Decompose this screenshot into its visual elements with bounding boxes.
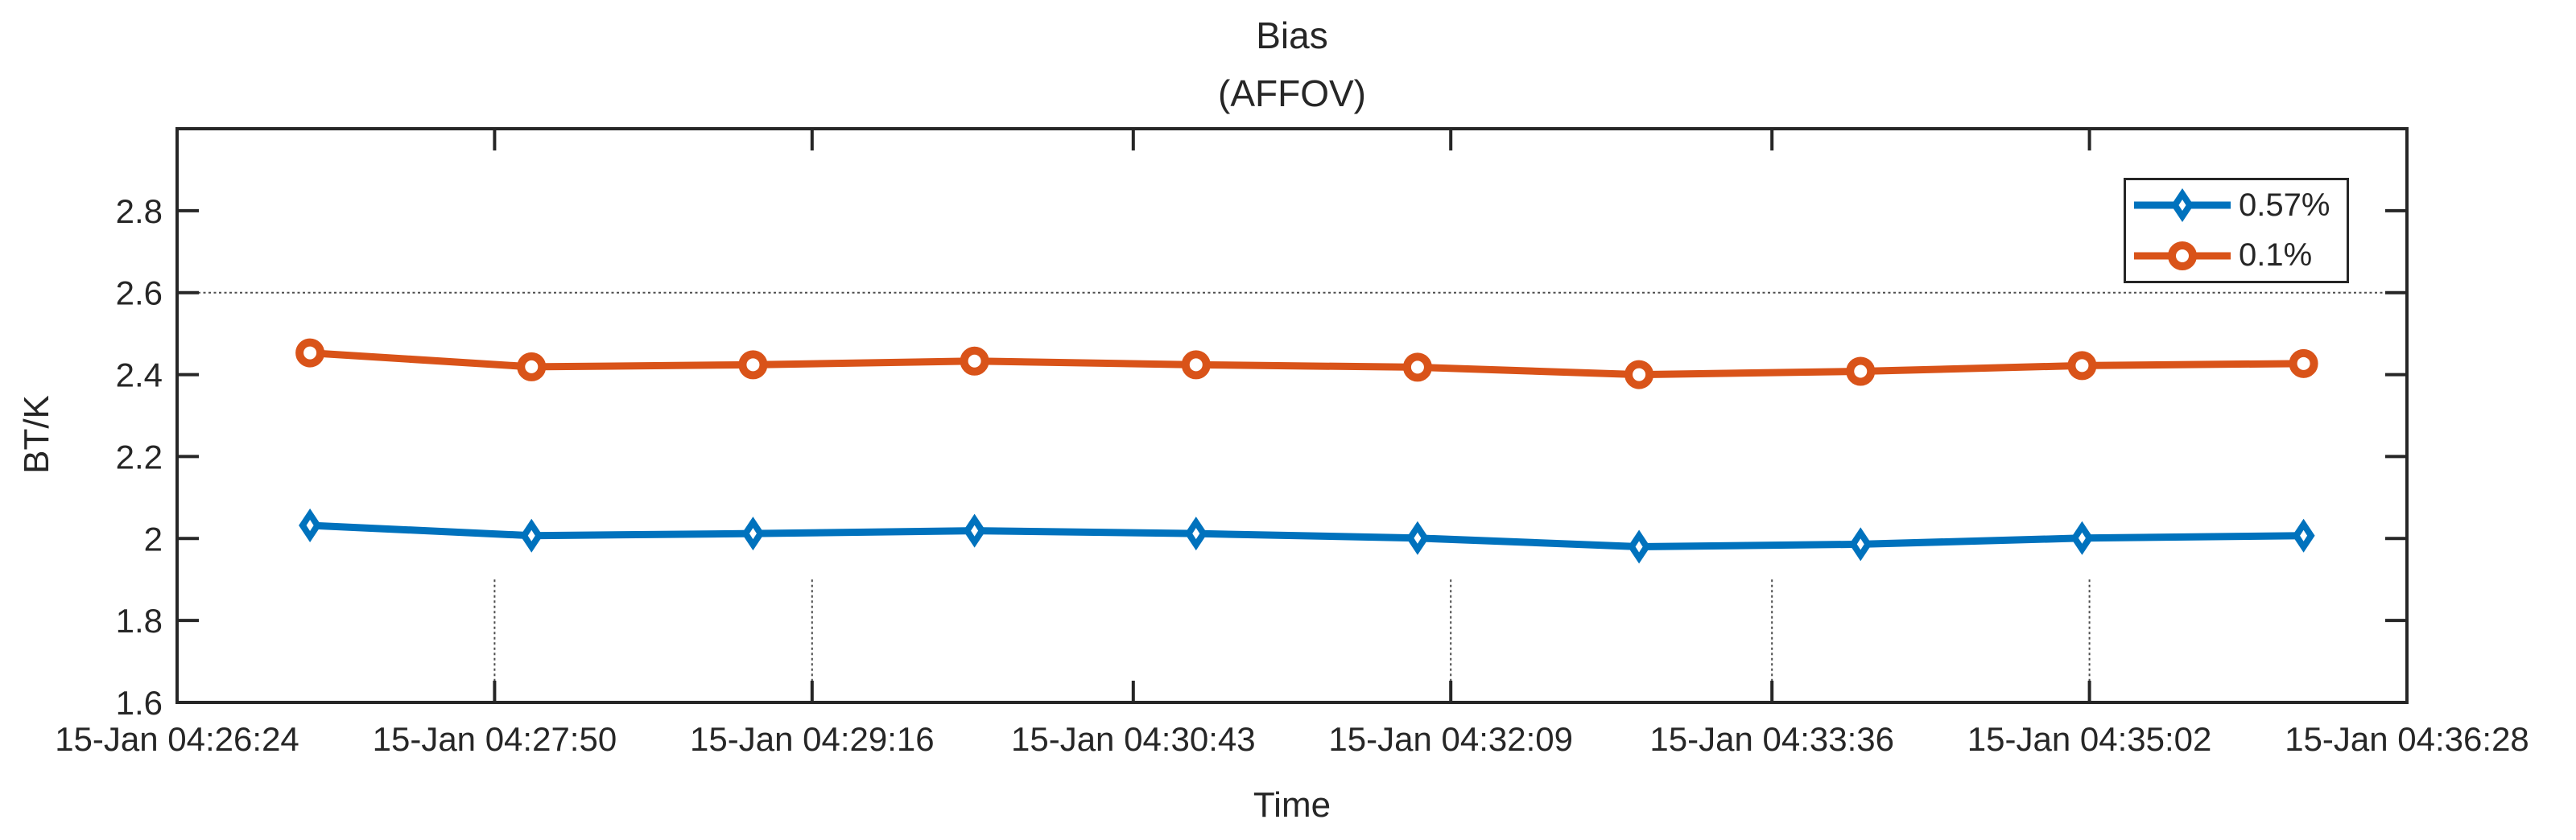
diamond-marker-center <box>2178 200 2186 212</box>
legend-swatch-circle <box>2134 241 2231 270</box>
y-axis-label: BT/K <box>17 395 56 474</box>
legend-swatch-diamond <box>2134 188 2231 223</box>
y-tick-label: 2.2 <box>116 438 163 476</box>
series-line-057 <box>309 521 2304 550</box>
circle-marker <box>517 352 547 381</box>
diamond-marker-center <box>527 529 535 541</box>
diamond-marker-center <box>1856 538 1864 550</box>
x-tick-label: 15-Jan 04:29:16 <box>690 720 935 758</box>
diamond-marker-center <box>1414 532 1422 544</box>
diamond-marker-center <box>1635 541 1643 553</box>
diamond-marker-center <box>1192 528 1200 540</box>
legend-item-01[interactable]: 0.1% <box>2126 231 2347 281</box>
series-line-01 <box>309 349 2304 379</box>
legend: 0.57% 0.1% <box>2124 178 2349 283</box>
y-tick-label: 2.8 <box>116 192 163 230</box>
circle-marker <box>1624 360 1654 389</box>
chart-title-line2: (AFFOV) <box>1218 72 1366 114</box>
circle-marker <box>295 338 325 368</box>
circle-marker <box>2067 351 2097 381</box>
circle-marker <box>1402 352 1432 382</box>
x-tick-label: 15-Jan 04:36:28 <box>2285 720 2529 758</box>
diamond-marker-center <box>971 525 979 537</box>
y-tick-label: 1.8 <box>116 602 163 640</box>
x-axis-label: Time <box>1253 785 1331 825</box>
diamond-marker-center <box>306 519 314 531</box>
y-tick-label: 2 <box>144 520 163 558</box>
circle-marker <box>2289 348 2318 378</box>
axes-box <box>175 127 2409 704</box>
circle-marker <box>2168 241 2197 270</box>
y-tick-label: 1.6 <box>116 684 163 722</box>
circle-marker <box>1181 350 1211 380</box>
chart-title-line1: Bias <box>1256 14 1328 56</box>
chart-title: Bias (AFFOV) <box>970 6 1614 122</box>
legend-label: 0.1% <box>2239 237 2313 274</box>
x-tick-label: 15-Jan 04:35:02 <box>1967 720 2212 758</box>
circle-marker <box>738 350 768 380</box>
y-tick-label: 2.4 <box>116 356 163 394</box>
y-tick-label: 2.6 <box>116 274 163 312</box>
x-tick-label: 15-Jan 04:33:36 <box>1649 720 1894 758</box>
circle-marker <box>960 346 989 376</box>
x-tick-label: 15-Jan 04:26:24 <box>55 720 299 758</box>
x-tick-label: 15-Jan 04:30:43 <box>1011 720 1256 758</box>
x-tick-label: 15-Jan 04:27:50 <box>373 720 617 758</box>
legend-item-057[interactable]: 0.57% <box>2126 180 2347 230</box>
circle-marker <box>1846 356 1876 386</box>
diamond-marker-center <box>749 528 757 540</box>
x-tick-label: 15-Jan 04:32:09 <box>1328 720 1573 758</box>
legend-label: 0.57% <box>2239 187 2330 223</box>
diamond-marker-center <box>2300 529 2308 541</box>
diamond-marker-center <box>2078 532 2086 544</box>
